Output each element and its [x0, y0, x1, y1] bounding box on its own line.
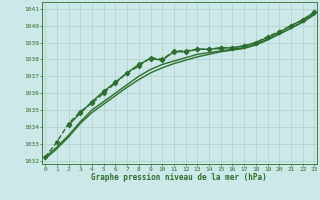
X-axis label: Graphe pression niveau de la mer (hPa): Graphe pression niveau de la mer (hPa) [91, 173, 267, 182]
